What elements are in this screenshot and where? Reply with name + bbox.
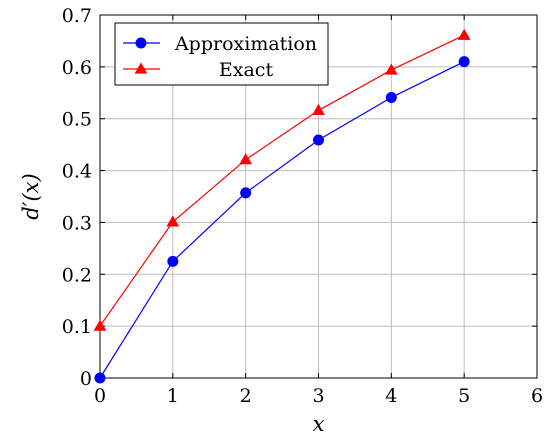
legend-box [114,22,329,86]
data-point [457,28,471,40]
y-tick-label: 0.6 [62,57,92,79]
legend-marker [134,62,148,74]
x-tick-label: 2 [240,385,252,407]
x-axis-label: x [313,412,325,436]
data-point [313,134,324,146]
x-tick-label: 3 [312,385,324,407]
x-tick-label: 5 [458,385,470,407]
series-approximation [94,56,470,384]
series-group [93,28,471,384]
legend: Approximation Exact [114,22,329,86]
data-point [312,103,325,116]
data-point [458,56,470,68]
y-axis-label: d′(x) [19,173,43,219]
data-point [167,255,179,267]
y-tick-label: 0 [80,368,92,390]
data-point [93,319,107,331]
y-tick-label: 0.4 [62,161,92,183]
y-tick-label: 0.2 [62,264,92,286]
x-tick-label: 0 [94,385,106,407]
series-line [99,61,465,379]
x-tick-label: 1 [167,385,179,407]
y-tick-label: 0.1 [62,316,92,338]
legend-marker [135,37,147,49]
data-point [385,91,397,103]
data-point [239,153,253,165]
legend-label: Approximation [174,33,317,55]
data-point [166,215,180,227]
y-tick-label: 0.7 [62,5,92,27]
legend-label: Exact [219,59,274,81]
series-exact [93,28,471,331]
x-tick-label: 6 [531,385,543,407]
series-line [99,34,465,327]
data-point [94,372,106,384]
x-tick-label: 4 [385,385,397,407]
data-point [240,187,252,199]
axis-ticks: 0 1 2 3 4 5 6 0 0.1 0.2 0.3 0.4 0.5 0.6 0.7 [62,5,543,407]
y-tick-label: 0.5 [62,109,92,131]
y-tick-label: 0.3 [62,212,92,234]
data-point [384,63,398,75]
